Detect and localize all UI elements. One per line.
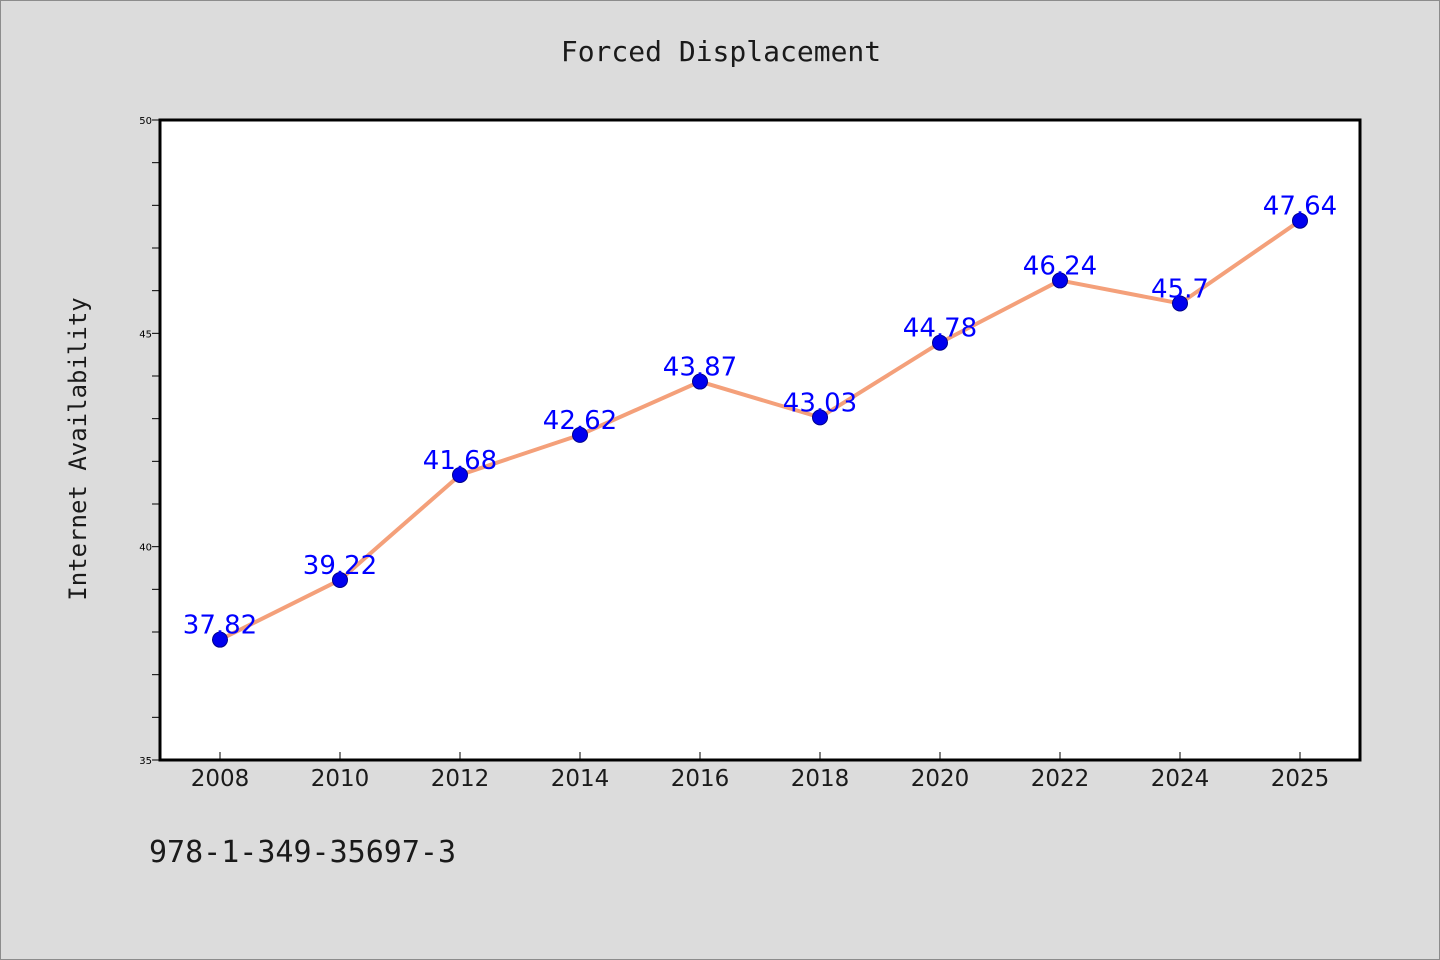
x-tick-label: 2018 xyxy=(791,766,850,792)
x-tick-label: 2008 xyxy=(191,766,250,792)
x-tick-label: 2022 xyxy=(1031,766,1090,792)
plot-border xyxy=(158,118,1362,762)
data-label: 39.22 xyxy=(303,551,377,581)
x-tick-label: 2020 xyxy=(911,766,970,792)
data-label: 42.62 xyxy=(543,406,617,436)
y-tick-label: 35 xyxy=(139,756,152,767)
data-point xyxy=(812,409,828,426)
plot-area xyxy=(160,120,1360,760)
x-tick-label: 2024 xyxy=(1151,766,1210,792)
data-label: 41.68 xyxy=(423,446,497,476)
y-tick-label: 40 xyxy=(139,543,152,554)
x-tick-label: 2010 xyxy=(311,766,370,792)
data-point xyxy=(572,426,588,443)
data-point xyxy=(332,571,348,588)
chart-title: Forced Displacement xyxy=(560,35,882,68)
y-tick-label: 45 xyxy=(139,329,152,340)
x-tick-label: 2025 xyxy=(1271,766,1330,792)
y-tick-label: 50 xyxy=(139,116,152,127)
data-point xyxy=(1292,212,1308,229)
data-label: 43.87 xyxy=(663,353,737,383)
data-label: 47.64 xyxy=(1263,192,1337,222)
data-point xyxy=(452,466,468,483)
data-point xyxy=(692,373,708,390)
data-point xyxy=(932,334,948,351)
data-point xyxy=(1172,295,1188,312)
data-label: 43.03 xyxy=(783,388,857,418)
data-label: 37.82 xyxy=(183,611,257,641)
data-point xyxy=(212,631,228,648)
data-label: 46.24 xyxy=(1023,251,1097,281)
data-point xyxy=(1052,272,1068,289)
data-label: 44.78 xyxy=(903,314,977,344)
caption-text: 978-1-349-35697-3 xyxy=(149,835,457,870)
x-tick-label: 2016 xyxy=(671,766,730,792)
series-line xyxy=(218,218,1302,642)
x-tick-label: 2014 xyxy=(551,766,610,792)
data-label: 45.7 xyxy=(1151,274,1209,304)
x-tick-label: 2012 xyxy=(431,766,490,792)
